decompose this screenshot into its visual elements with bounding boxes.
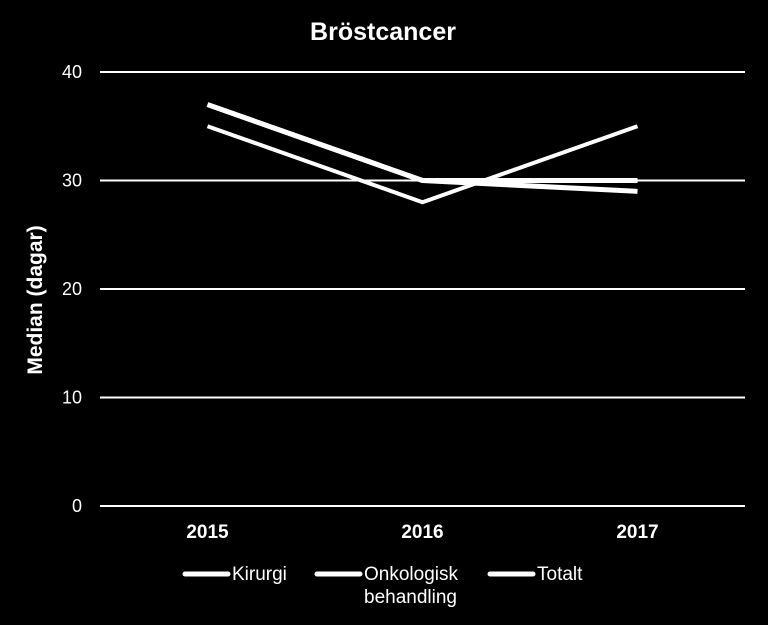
x-tick-label: 2017 — [616, 522, 658, 543]
x-tick-label: 2016 — [401, 522, 443, 543]
x-axis-ticks: 2015 2016 2017 — [186, 522, 658, 543]
legend: Kirurgi Onkologisk behandling Totalt — [182, 564, 583, 608]
x-tick-label: 2015 — [186, 522, 229, 543]
legend-label: Onkologisk behandling — [364, 564, 458, 608]
series-line-totalt — [206, 102, 638, 183]
y-tick-label: 20 — [62, 279, 82, 299]
series-line-onkologisk-behandling — [206, 124, 639, 205]
gridlines — [100, 71, 745, 507]
y-tick-label: 40 — [62, 62, 82, 82]
y-axis-ticks: 0 10 20 30 40 — [62, 62, 82, 516]
y-tick-label: 10 — [62, 388, 82, 408]
chart-title: Bröstcancer — [310, 18, 456, 46]
legend-label: Totalt — [537, 564, 583, 585]
series-lines — [206, 102, 639, 205]
y-tick-label: 30 — [62, 171, 82, 191]
y-tick-label: 0 — [72, 496, 82, 516]
y-axis-label: Median (dagar) — [24, 225, 47, 374]
legend-label: Kirurgi — [232, 564, 287, 585]
